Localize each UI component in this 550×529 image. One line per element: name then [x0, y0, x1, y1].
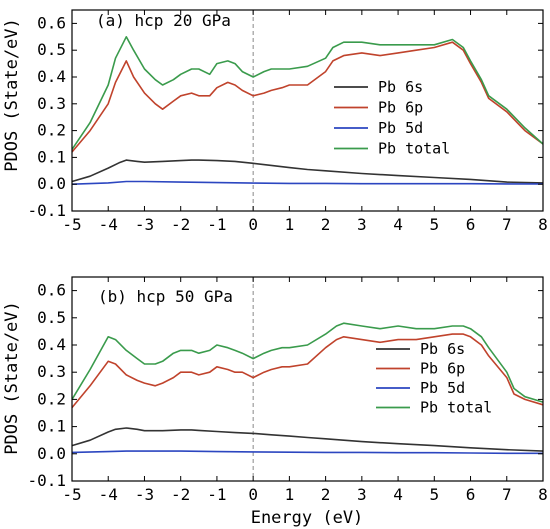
y-tick-label: 0.2: [37, 121, 66, 140]
x-tick-label: 8: [538, 215, 548, 234]
series-line-pb-5d: [71, 450, 543, 455]
x-tick-label: 0: [248, 215, 258, 234]
y-tick-label: 0.5: [37, 40, 66, 59]
series-line-pb-6s: [71, 159, 544, 184]
y-tick-label: 0.4: [37, 67, 66, 86]
y-tick-label: 0.3: [37, 94, 66, 113]
y-tick-label: 0.5: [37, 308, 66, 327]
y-tick-label: 0.6: [37, 13, 66, 32]
series-line-pb-6s: [71, 427, 544, 452]
x-tick-label: -2: [171, 485, 190, 504]
legend-label: Pb 5d: [378, 119, 423, 137]
y-tick-label: 0.6: [37, 281, 66, 300]
series-line-pb-total: [71, 36, 544, 150]
x-tick-label: -2: [171, 215, 190, 234]
series-line-pb-6p: [71, 333, 544, 409]
x-tick-label: 7: [502, 215, 512, 234]
x-tick-label: 4: [393, 485, 403, 504]
x-tick-label: 5: [429, 215, 439, 234]
y-tick-label: -0.1: [27, 201, 66, 220]
series-line-pb-5d: [71, 180, 543, 185]
plot-frame: [71, 9, 544, 212]
x-tick-label: -1: [207, 215, 226, 234]
y-axis-label-a: PDOS (State/eV): [2, 18, 22, 172]
x-tick-label: 5: [429, 485, 439, 504]
panel-a: -5 -4 -3 -2 -1 0 1 2 3 4 5 6 7 8 -0.1 0.0 0.1 0.2 0.3 0.4 0.…: [27, 9, 548, 234]
x-tick-label: 1: [285, 485, 295, 504]
legend-label: Pb total: [420, 399, 492, 417]
y-tick-label: 0.2: [37, 389, 66, 408]
x-tick-label: 7: [502, 485, 512, 504]
x-tick-label: 2: [321, 485, 331, 504]
x-axis-label: Energy (eV): [251, 508, 364, 528]
x-tick-label: -5: [62, 215, 81, 234]
y-tick-label: 0.3: [37, 362, 66, 381]
plot-frame: [71, 276, 544, 482]
legend-label: Pb 6s: [420, 340, 465, 358]
x-tick-label: 8: [538, 485, 548, 504]
x-tick-label: 2: [321, 215, 331, 234]
x-tick-label: -5: [62, 485, 81, 504]
y-tick-label: 0.1: [37, 147, 66, 166]
panel-title: (b) hcp 50 GPa: [98, 287, 233, 306]
y-tick-label: 0.0: [37, 174, 66, 193]
panel-b: -5 -4 -3 -2 -1 0 1 2 3 4 5 6 7 8 -0.1 0.0 0.1 0.2 0.3 0.4 0.…: [27, 276, 548, 504]
panel-title: (a) hcp 20 GPa: [96, 11, 231, 30]
legend-label: Pb total: [378, 140, 450, 158]
legend-label: Pb 5d: [420, 379, 465, 397]
legend-label: Pb 6s: [378, 78, 423, 96]
y-tick-label: 0.4: [37, 335, 66, 354]
y-tick-label: 0.0: [37, 444, 66, 463]
x-tick-label: 0: [248, 485, 258, 504]
x-tick-label: -4: [99, 485, 118, 504]
x-tick-label: 6: [466, 215, 476, 234]
y-tick-label: 0.1: [37, 417, 66, 436]
y-tick-label: -0.1: [27, 471, 66, 490]
x-tick-label: 6: [466, 485, 476, 504]
legend-label: Pb 6p: [378, 99, 423, 117]
x-tick-label: 1: [285, 215, 295, 234]
x-tick-label: 3: [357, 485, 367, 504]
y-axis-label-b: PDOS (State/eV): [2, 301, 22, 455]
series-line-pb-6p: [71, 41, 544, 153]
legend-label: Pb 6p: [420, 360, 465, 378]
x-tick-label: -3: [135, 485, 154, 504]
x-tick-label: -1: [207, 485, 226, 504]
series-line-pb-total: [71, 322, 544, 403]
x-tick-label: -3: [135, 215, 154, 234]
x-tick-label: 3: [357, 215, 367, 234]
x-tick-label: 4: [393, 215, 403, 234]
x-tick-label: -4: [99, 215, 118, 234]
